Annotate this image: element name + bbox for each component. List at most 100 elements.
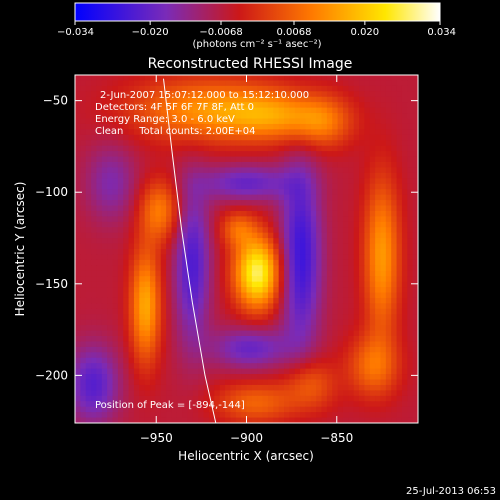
heatmap-cell: [310, 85, 317, 92]
heatmap-cell: [198, 140, 205, 147]
heatmap-cell: [251, 276, 258, 283]
heatmap-cell: [155, 167, 162, 174]
heatmap-cell: [273, 123, 280, 130]
heatmap-cell: [364, 281, 371, 288]
heatmap-cell: [316, 232, 323, 239]
heatmap-cell: [198, 80, 205, 87]
heatmap-cell: [198, 172, 205, 179]
heatmap-cell: [321, 156, 328, 163]
heatmap-cell: [208, 85, 215, 92]
heatmap-cell: [273, 162, 280, 169]
heatmap-cell: [401, 297, 408, 304]
heatmap-cell: [203, 151, 210, 158]
heatmap-cell: [176, 265, 183, 272]
heatmap-cell: [375, 363, 382, 370]
heatmap-cell: [171, 395, 178, 402]
heatmap-cell: [278, 96, 285, 103]
heatmap-cell: [294, 254, 301, 261]
heatmap-cell: [176, 134, 183, 141]
heatmap-cell: [262, 221, 269, 228]
heatmap-cell: [359, 352, 366, 359]
heatmap-cell: [91, 368, 98, 375]
heatmap-cell: [182, 221, 189, 228]
heatmap-cell: [117, 200, 124, 207]
heatmap-cell: [160, 254, 167, 261]
heatmap-cell: [353, 221, 360, 228]
heatmap-cell: [208, 254, 215, 261]
heatmap-cell: [353, 102, 360, 109]
heatmap-cell: [348, 85, 355, 92]
heatmap-cell: [391, 140, 398, 147]
heatmap-cell: [230, 183, 237, 190]
heatmap-cell: [321, 412, 328, 419]
heatmap-cell: [294, 303, 301, 310]
heatmap-cell: [91, 91, 98, 98]
heatmap-cell: [203, 205, 210, 212]
heatmap-cell: [225, 123, 232, 130]
heatmap-cell: [412, 140, 418, 147]
heatmap-cell: [316, 134, 323, 141]
heatmap-cell: [385, 238, 392, 245]
heatmap-cell: [166, 357, 173, 364]
heatmap-cell: [192, 216, 199, 223]
heatmap-cell: [241, 346, 248, 353]
heatmap-cell: [91, 303, 98, 310]
heatmap-cell: [139, 379, 146, 386]
heatmap-cell: [348, 297, 355, 304]
heatmap-cell: [176, 232, 183, 239]
heatmap-cell: [187, 123, 194, 130]
heatmap-cell: [80, 297, 87, 304]
heatmap-cell: [262, 85, 269, 92]
heatmap-cell: [369, 352, 376, 359]
heatmap-cell: [407, 96, 414, 103]
heatmap-cell: [182, 210, 189, 217]
heatmap-cell: [219, 172, 226, 179]
heatmap-cell: [401, 254, 408, 261]
heatmap-cell: [203, 368, 210, 375]
heatmap-cell: [75, 281, 81, 288]
heatmap-cell: [359, 297, 366, 304]
heatmap-cell: [284, 96, 290, 103]
heatmap-cell: [278, 281, 285, 288]
heatmap-cell: [300, 232, 307, 239]
heatmap-cell: [235, 308, 242, 315]
heatmap-cell: [117, 216, 124, 223]
heatmap-cell: [273, 270, 280, 277]
heatmap-cell: [310, 107, 317, 114]
heatmap-cell: [166, 243, 173, 250]
heatmap-cell: [342, 401, 349, 408]
heatmap-cell: [117, 270, 124, 277]
heatmap-cell: [300, 297, 307, 304]
heatmap-cell: [187, 221, 194, 228]
heatmap-cell: [412, 401, 418, 408]
heatmap-cell: [160, 390, 167, 397]
heatmap-cell: [305, 401, 312, 408]
heatmap-cell: [353, 297, 360, 304]
heatmap-cell: [284, 330, 290, 337]
heatmap-cell: [364, 270, 371, 277]
heatmap-cell: [305, 395, 312, 402]
heatmap-cell: [150, 281, 156, 288]
heatmap-cell: [187, 145, 194, 152]
heatmap-cell: [316, 189, 323, 196]
heatmap-cell: [251, 80, 258, 87]
heatmap-cell: [101, 254, 108, 261]
heatmap-cell: [150, 96, 156, 103]
heatmap-cell: [316, 412, 323, 419]
heatmap-cell: [91, 162, 98, 169]
heatmap-cell: [203, 129, 210, 136]
heatmap-cell: [139, 352, 146, 359]
heatmap-cell: [246, 216, 253, 223]
heatmap-cell: [385, 134, 392, 141]
heatmap-cell: [353, 303, 360, 310]
heatmap-cell: [273, 265, 280, 272]
heatmap-cell: [257, 259, 264, 266]
heatmap-cell: [225, 330, 232, 337]
heatmap-cell: [294, 118, 301, 125]
heatmap-cell: [133, 265, 140, 272]
heatmap-cell: [246, 292, 253, 299]
heatmap-cell: [257, 96, 264, 103]
heatmap-cell: [364, 303, 371, 310]
heatmap-cell: [187, 227, 194, 234]
heatmap-cell: [160, 194, 167, 201]
